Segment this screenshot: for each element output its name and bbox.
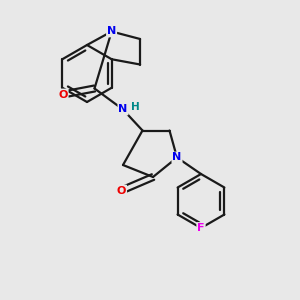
Text: N: N xyxy=(172,152,182,163)
Text: N: N xyxy=(107,26,116,37)
Text: O: O xyxy=(58,89,68,100)
Text: O: O xyxy=(117,185,126,196)
Text: F: F xyxy=(197,223,205,233)
Text: H: H xyxy=(131,101,140,112)
Text: N: N xyxy=(118,104,127,115)
